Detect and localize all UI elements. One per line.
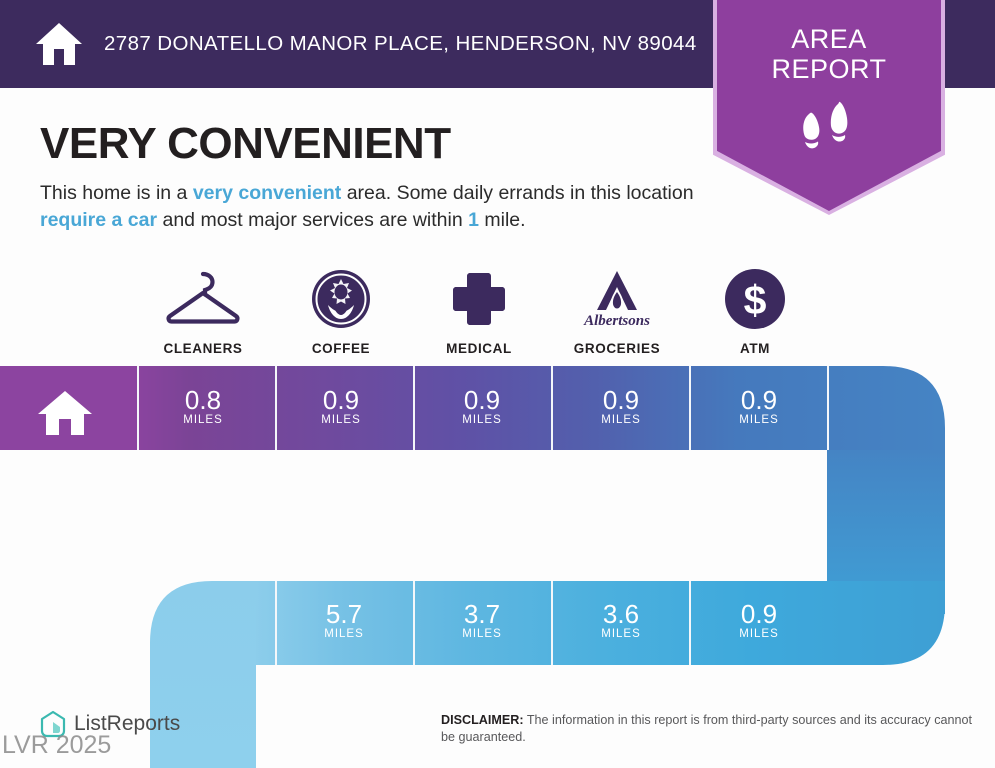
- segment-divider: [275, 366, 277, 450]
- segment-divider: [413, 366, 415, 450]
- header-address: 2787 DONATELLO MANOR PLACE, HENDERSON, N…: [104, 32, 697, 55]
- segment-divider: [137, 366, 139, 450]
- listreports-house-icon: [40, 710, 66, 738]
- disclaimer: DISCLAIMER: The information in this repo…: [441, 712, 977, 746]
- amenity-icons-row-1: CLEANERS COFFEE MEDICAL: [134, 266, 824, 356]
- listreports-name: ListReports: [74, 712, 181, 735]
- badge-title: AREA REPORT: [713, 24, 945, 84]
- amenity-label: COFFEE: [311, 341, 371, 356]
- lede-highlight-car: require a car: [40, 209, 158, 231]
- amenity-coffee: COFFEE: [272, 266, 410, 356]
- lede-part-2: area. Some daily errands in this locatio…: [341, 182, 694, 204]
- lede-highlight-convenient: very convenient: [192, 182, 342, 204]
- segment-divider: [551, 366, 553, 450]
- segment-divider: [827, 366, 829, 450]
- amenity-label: GROCERIES: [573, 341, 661, 356]
- amenity-label: MEDICAL: [446, 341, 512, 356]
- footprints-icon: [713, 96, 945, 161]
- albertsons-icon: Albertsons: [571, 266, 663, 332]
- lede-part-1: This home is in a: [40, 182, 193, 204]
- amenity-medical: MEDICAL: [410, 266, 548, 356]
- watermark: LVR 2025: [2, 731, 112, 759]
- distance-ribbon: [0, 366, 945, 768]
- amenity-label: ATM: [739, 341, 771, 356]
- disclaimer-label: DISCLAIMER:: [441, 713, 524, 727]
- disclaimer-text: The information in this report is from t…: [441, 713, 972, 744]
- hanger-icon: [164, 266, 242, 332]
- segment-divider: [689, 366, 691, 450]
- area-report-badge: AREA REPORT: [713, 0, 945, 215]
- lede-highlight-distance: 1: [468, 209, 479, 231]
- segment-divider: [551, 581, 553, 665]
- svg-text:$: $: [744, 277, 767, 323]
- page-title: VERY CONVENIENT: [40, 119, 451, 168]
- lede-part-4: mile.: [478, 209, 526, 231]
- segment-divider: [275, 581, 277, 665]
- medical-cross-icon: [448, 266, 510, 332]
- segment-divider: [413, 581, 415, 665]
- svg-text:Albertsons: Albertsons: [583, 313, 650, 329]
- amenity-atm: $ ATM: [686, 266, 824, 356]
- dollar-circle-icon: $: [724, 266, 786, 332]
- badge-title-line1: AREA: [791, 24, 867, 54]
- segment-divider: [689, 581, 691, 665]
- starbucks-icon: [310, 266, 372, 332]
- amenity-cleaners: CLEANERS: [134, 266, 272, 356]
- lede-part-3: and most major services are within: [157, 209, 469, 231]
- listreports-logo: ListReports: [40, 710, 180, 738]
- amenity-groceries: Albertsons GROCERIES: [548, 266, 686, 356]
- home-icon: [36, 23, 82, 65]
- badge-title-line2: REPORT: [771, 54, 887, 84]
- summary-text: This home is in a very convenient area. …: [40, 180, 708, 234]
- amenity-label: CLEANERS: [163, 341, 243, 356]
